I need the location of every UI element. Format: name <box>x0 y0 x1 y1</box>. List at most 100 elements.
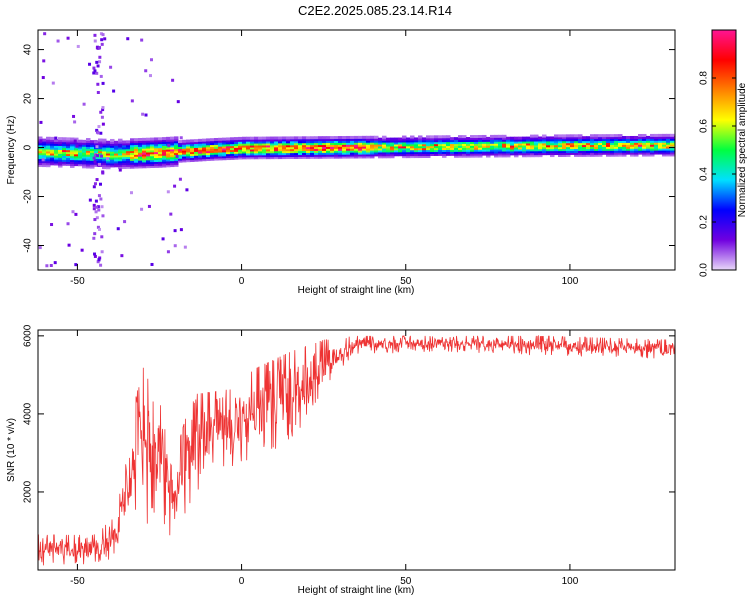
heatmap-cell <box>134 147 139 151</box>
heatmap-cell <box>162 160 167 164</box>
heatmap-cell <box>306 149 311 153</box>
heatmap-cell <box>50 162 55 166</box>
heatmap-cell <box>366 147 371 151</box>
heatmap-cell <box>250 144 255 148</box>
snr-frame <box>37 329 676 571</box>
heatmap-cell <box>434 150 439 154</box>
heatmap-cell <box>654 151 659 155</box>
heatmap-cell <box>646 135 651 139</box>
heatmap-cell <box>550 142 555 146</box>
heatmap-cell <box>222 147 227 151</box>
heatmap-cell <box>650 143 655 147</box>
heatmap-cell <box>330 143 335 147</box>
heatmap-cell <box>290 138 295 142</box>
heatmap-cell <box>174 146 179 150</box>
heatmap-noise <box>95 145 99 149</box>
heatmap-cell <box>342 151 347 155</box>
heatmap-cell <box>306 142 311 146</box>
heatmap-cell <box>426 143 431 147</box>
heatmap-cell <box>594 140 599 144</box>
heatmap-cell <box>66 153 71 157</box>
heatmap-cell <box>594 145 599 149</box>
heatmap-cell <box>362 147 367 151</box>
heatmap-noise <box>112 89 116 93</box>
heatmap-cell <box>54 154 59 158</box>
heatmap-cell <box>298 152 303 156</box>
heatmap-cell <box>438 137 443 141</box>
heatmap-cell <box>594 151 599 155</box>
heatmap-cell <box>218 147 223 151</box>
heatmap-cell <box>274 148 279 152</box>
heatmap-cell <box>570 138 575 142</box>
heatmap-noise <box>101 106 105 110</box>
heatmap-cell <box>290 136 295 140</box>
heatmap-cell <box>218 149 223 153</box>
heatmap-cell <box>538 138 543 142</box>
heatmap-cell <box>434 143 439 147</box>
heatmap-cell <box>338 151 343 155</box>
heatmap-cell <box>334 149 339 153</box>
heatmap-cell <box>186 157 191 161</box>
heatmap-cell <box>50 142 55 146</box>
snr-xtick-label: -50 <box>70 576 85 587</box>
heatmap-cell <box>134 159 139 163</box>
heatmap-cell <box>574 144 579 148</box>
heatmap-cell <box>414 137 419 141</box>
heatmap-cell <box>230 141 235 145</box>
heatmap-cell <box>610 153 615 157</box>
heatmap-cell <box>62 152 67 156</box>
heatmap-cell <box>362 137 367 141</box>
heatmap-cell <box>214 145 219 149</box>
heatmap-cell <box>294 142 299 146</box>
heatmap-noise <box>45 264 49 268</box>
heatmap-cell <box>402 147 407 151</box>
heatmap-cell <box>386 147 391 151</box>
heatmap-cell <box>162 154 167 158</box>
heatmap-cell <box>490 148 495 152</box>
heatmap-cell <box>366 153 371 157</box>
heatmap-cell <box>442 137 447 141</box>
heatmap-cell <box>666 151 671 155</box>
heatmap-cell <box>190 158 195 162</box>
heatmap-cell <box>42 152 47 156</box>
heatmap-cell <box>486 152 491 156</box>
heatmap-cell <box>170 162 175 166</box>
heatmap-cell <box>522 150 527 154</box>
heatmap-cell <box>638 147 643 151</box>
heatmap-cell <box>366 145 371 149</box>
heatmap-cell <box>110 138 115 142</box>
heatmap-cell <box>330 140 335 144</box>
heatmap-cell <box>170 146 175 150</box>
heatmap-cell <box>250 148 255 152</box>
heatmap-cell <box>482 144 487 148</box>
heatmap-cell <box>118 166 123 170</box>
heatmap-noise <box>101 171 105 175</box>
heatmap-cell <box>150 157 155 161</box>
heatmap-cell <box>610 145 615 149</box>
heatmap-cell <box>274 142 279 146</box>
heatmap-cell <box>514 154 519 158</box>
heatmap-noise <box>183 245 187 249</box>
heatmap-cell <box>538 154 543 158</box>
heatmap-cell <box>334 136 339 140</box>
heatmap-cell <box>390 137 395 141</box>
heatmap-cell <box>470 152 475 156</box>
heatmap-cell <box>326 149 331 153</box>
heatmap-cell <box>306 146 311 150</box>
heatmap-cell <box>590 142 595 146</box>
heatmap-cell <box>122 142 127 146</box>
heatmap-cell <box>598 136 603 140</box>
heatmap-cell <box>66 158 71 162</box>
heatmap-cell <box>98 160 103 164</box>
heatmap-cell <box>290 154 295 158</box>
heatmap-cell <box>354 137 359 141</box>
heatmap-cell <box>50 138 55 142</box>
heatmap-cell <box>46 148 51 152</box>
heatmap-cell <box>262 156 267 160</box>
heatmap-cell <box>302 148 307 152</box>
heatmap-cell <box>418 153 423 157</box>
heatmap-cell <box>278 156 283 160</box>
heatmap-cell <box>98 146 103 150</box>
heatmap-cell <box>418 145 423 149</box>
heatmap-cell <box>146 159 151 163</box>
